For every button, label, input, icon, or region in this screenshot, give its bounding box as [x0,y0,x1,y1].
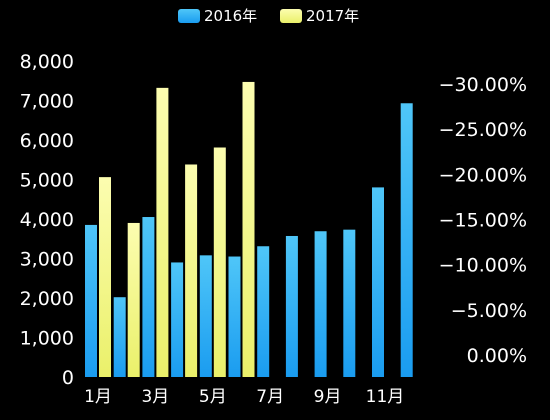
chart-legend: 2016年 2017年 [178,7,359,25]
y-left-tick-label: 8,000 [20,51,74,73]
x-tick-label: 11月 [366,387,405,407]
bar-2016-2月[interactable] [113,297,126,377]
bar-2016-6月[interactable] [228,256,241,377]
y-left-tick-label: 6,000 [20,130,74,152]
bar-2016-8月[interactable] [285,235,298,377]
x-tick-label: 7月 [256,387,284,407]
bar-2016-9月[interactable] [314,231,327,377]
y-left-tick-label: 0 [62,367,74,389]
y-axis-left: 0 1,000 2,000 3,000 4,000 5,000 6,000 7,000 8,00… [20,51,74,389]
y-right-tick-label: −20.00% [439,164,527,186]
x-tick-label: 1月 [84,387,112,407]
x-tick-label: 3月 [141,387,169,407]
bar-2017-4月[interactable] [185,164,198,377]
bar-2016-1月[interactable] [85,224,97,377]
legend-item-2016-label[interactable]: 2016年 [204,7,257,25]
legend-item-2017-swatch[interactable] [280,9,302,23]
bar-2016-5月[interactable] [199,255,212,377]
bar-2016-12月[interactable] [400,103,413,377]
y-right-tick-label: −10.00% [439,255,527,277]
bar-2017-6月[interactable] [242,81,255,377]
y-left-tick-label: 2,000 [20,288,74,310]
y-axis-right: 0.00% −5.00% −10.00% −15.00% −20.00% −25.00% −… [439,74,527,367]
bar-2017-5月[interactable] [213,147,226,377]
bar-2017-1月[interactable] [99,177,111,377]
bar-2016-11月[interactable] [372,187,384,377]
y-left-tick-label: 7,000 [20,91,74,113]
y-right-tick-label: 0.00% [467,345,527,367]
y-right-tick-label: −5.00% [451,300,527,322]
legend-item-2017-label[interactable]: 2017年 [306,7,359,25]
y-left-tick-label: 4,000 [20,209,74,231]
x-tick-label: 5月 [199,387,227,407]
x-tick-label: 9月 [314,387,342,407]
bar-2017-3月[interactable] [156,87,169,378]
y-left-tick-label: 1,000 [20,328,74,350]
y-right-tick-label: −30.00% [439,74,527,96]
bar-2016-7月[interactable] [257,246,270,377]
legend-item-2016-swatch[interactable] [178,9,200,23]
y-left-tick-label: 3,000 [20,249,74,271]
bar-2016-4月[interactable] [171,262,184,377]
y-right-tick-label: −15.00% [439,210,527,232]
bar-series-group [85,81,413,378]
bar-2017-2月[interactable] [127,222,140,377]
bar-2016-3月[interactable] [142,217,155,377]
bar-2016-10月[interactable] [343,229,356,377]
x-axis: 1月 3月 5月 7月 9月 11月 [84,387,404,407]
y-right-tick-label: −25.00% [439,119,527,141]
y-left-tick-label: 5,000 [20,170,74,192]
